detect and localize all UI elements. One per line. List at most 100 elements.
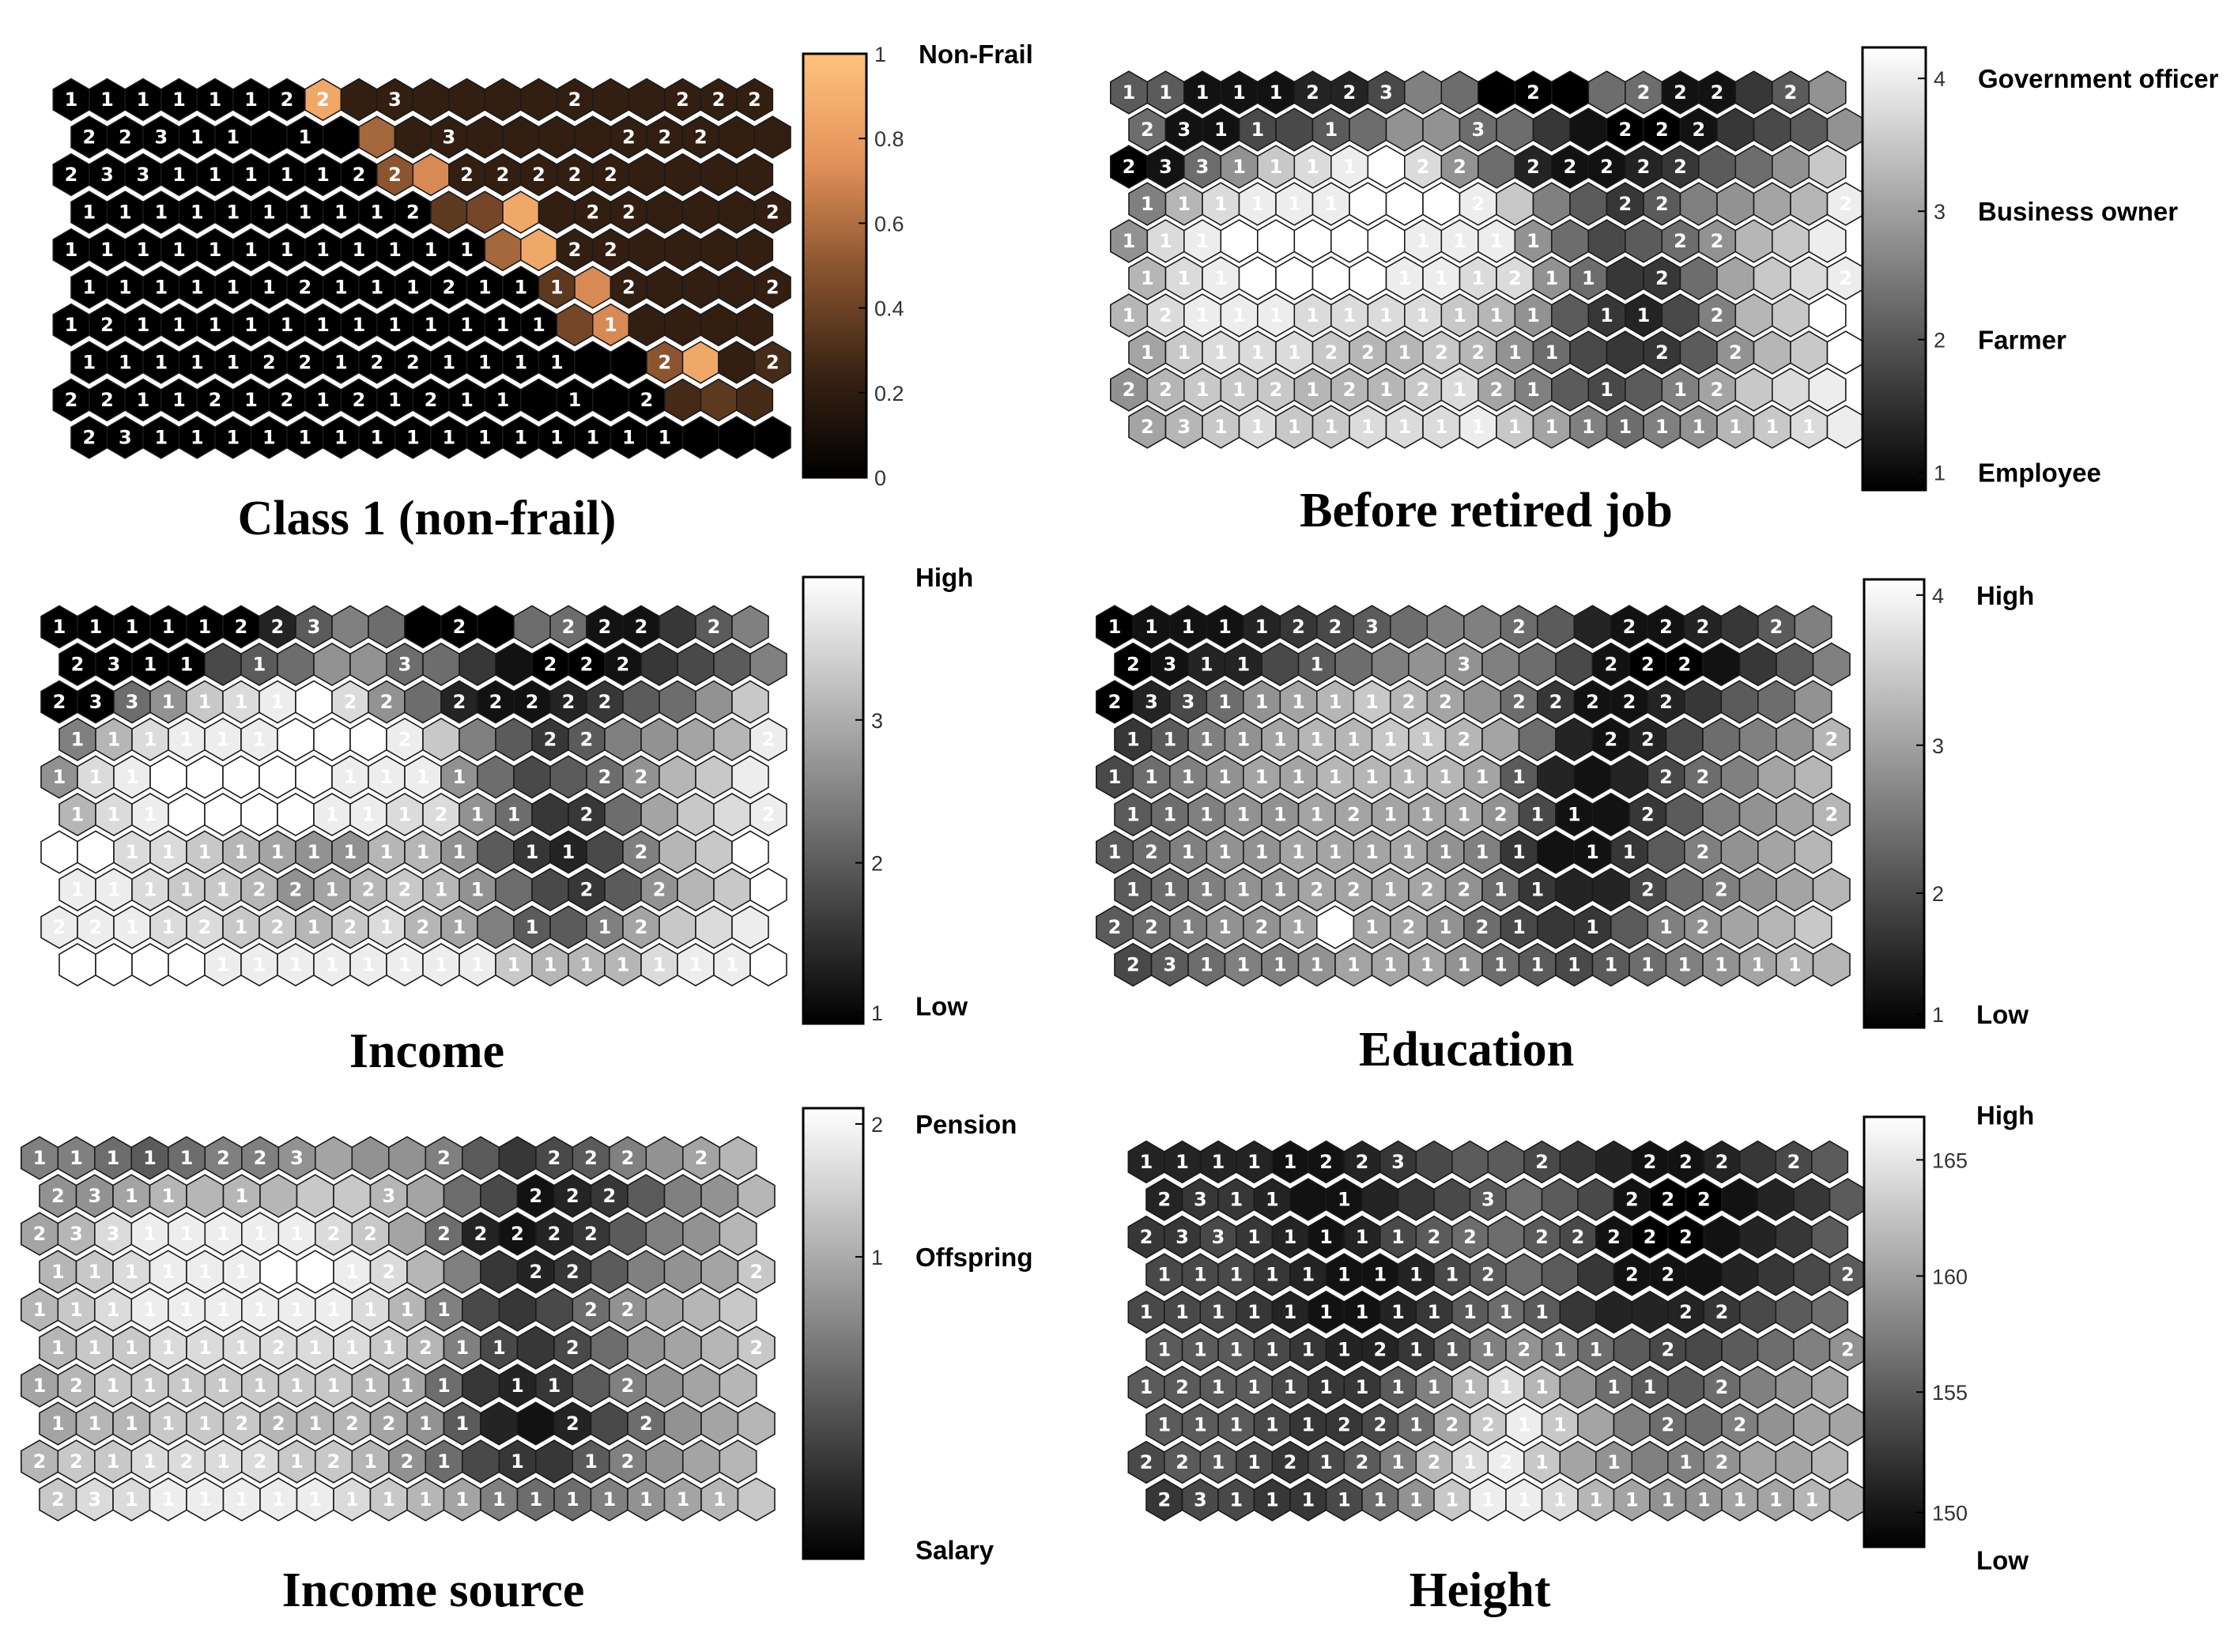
hex-hit-label: 1 (508, 804, 521, 826)
hex-hit-label: 1 (226, 202, 240, 224)
hex-cell (645, 1288, 684, 1332)
hex-hit-label: 1 (1288, 193, 1301, 215)
hex-hit-label: 2 (1535, 1226, 1549, 1248)
hex-hit-label: 1 (1535, 1451, 1549, 1473)
hex-hit-label: 1 (1697, 1489, 1711, 1511)
hex-hit-label: 1 (1500, 1301, 1513, 1323)
hex-hit-label: 2 (1641, 879, 1655, 901)
hex-hit-label: 1 (1545, 416, 1558, 438)
hex-hit-label: 1 (1568, 804, 1581, 826)
hex-hit-label: 1 (1319, 1226, 1333, 1248)
hex-cell (484, 228, 522, 272)
hex-cell (731, 680, 769, 724)
hex-hit-label: 1 (1141, 267, 1154, 289)
hex-hit-label: 3 (1145, 691, 1158, 713)
hex-hit-label: 1 (143, 1450, 157, 1473)
hex-hit-label: 1 (226, 427, 240, 449)
hex-cell (1289, 1178, 1327, 1221)
hex-cell (549, 755, 587, 799)
hex-hit-label: 1 (1301, 1414, 1315, 1436)
hex-cell (1625, 368, 1663, 412)
hex-cell (749, 717, 787, 762)
hex-hit-label: 1 (1247, 1226, 1261, 1248)
hex-hit-label: 1 (108, 729, 121, 751)
hex-hit-label: 2 (712, 89, 726, 111)
hex-hit-label: 1 (154, 427, 168, 449)
colorbar-tick-label: 0.6 (874, 212, 904, 236)
hex-hit-label: 1 (161, 1337, 175, 1359)
hex-cell (1720, 905, 1759, 949)
hex-hit-label: 1 (198, 1488, 212, 1511)
hex-cell (640, 642, 678, 687)
hex-cell (681, 1363, 721, 1408)
hex-cell (718, 115, 756, 159)
hex-cell (1757, 905, 1796, 949)
panel-title: Class 1 (non-frail) (238, 492, 617, 545)
hex-hit-label: 1 (1471, 416, 1485, 438)
hex-hit-label: 2 (511, 1223, 524, 1245)
hex-hit-label: 1 (298, 427, 311, 449)
hex-hit-label: 1 (191, 277, 204, 299)
hex-hit-label: 1 (1391, 1226, 1405, 1248)
hex-hit-label: 1 (53, 841, 66, 863)
hex-hit-label: 1 (1157, 1339, 1171, 1361)
hex-cell (753, 190, 791, 234)
hex-hit-label: 1 (514, 427, 527, 449)
hex-hit-label: 1 (1428, 1301, 1441, 1323)
hex-cell (1734, 219, 1773, 263)
hex-cell (622, 680, 660, 724)
hex-hit-label: 2 (604, 239, 617, 261)
hex-hit-label: 2 (1428, 1451, 1441, 1473)
hex-cell (459, 642, 496, 687)
hex-cell (681, 1212, 721, 1256)
hex-cell (1481, 642, 1520, 687)
hex-hit-label: 1 (1274, 804, 1287, 826)
hex-hit-label: 1 (1343, 304, 1357, 326)
hex-hit-label: 1 (1481, 1339, 1495, 1361)
hex-cell (1702, 717, 1741, 762)
hex-hit-label: 2 (453, 691, 466, 713)
hex-hit-label: 1 (1463, 1301, 1477, 1323)
hex-hit-label: 2 (1373, 1414, 1387, 1436)
hex-hit-label: 1 (1391, 1376, 1405, 1398)
hex-hit-label: 2 (604, 164, 617, 186)
hex-hit-label: 1 (143, 1375, 157, 1397)
hex-hit-label: 1 (1194, 1339, 1207, 1361)
hex-cell (627, 1250, 666, 1294)
hex-cell (1738, 792, 1777, 837)
hex-hit-label: 1 (713, 1488, 727, 1511)
hex-cell (461, 1439, 500, 1484)
hex-hit-label: 2 (209, 389, 222, 411)
hex-hit-label: 1 (1365, 766, 1379, 788)
hex-hit-label: 2 (762, 729, 776, 751)
colorbar-category-label: Low (915, 991, 968, 1020)
colorbar-category-label: High (1976, 1100, 2034, 1130)
hex-hit-label: 1 (33, 1375, 47, 1397)
hex-hit-label: 1 (198, 841, 212, 863)
hex-hit-label: 1 (345, 1488, 359, 1511)
colorbar-tick-label: 2 (1932, 882, 1944, 906)
hex-hit-label: 1 (1274, 729, 1287, 751)
hex-cell (1591, 867, 1630, 912)
hex-cell (659, 830, 696, 874)
hex-hit-label: 1 (401, 1299, 414, 1321)
hex-hit-label: 1 (1553, 1414, 1567, 1436)
hex-cell (368, 605, 406, 649)
hex-cell (516, 1326, 555, 1370)
hex-cell (1772, 368, 1810, 412)
colorbar-tick-label: 0.8 (874, 127, 904, 151)
hex-cell (1790, 256, 1829, 300)
hex-hit-label: 1 (493, 1488, 506, 1511)
hex-hit-label: 2 (1715, 879, 1728, 901)
hex-hit-label: 1 (316, 389, 330, 411)
hex-hit-label: 2 (562, 691, 576, 713)
hex-hit-label: 1 (1159, 81, 1172, 104)
hex-cell (659, 905, 696, 949)
hex-hit-label: 1 (1214, 416, 1228, 438)
hex-cell (466, 115, 504, 159)
hex-hit-label: 1 (460, 389, 474, 411)
hex-hit-label: 2 (748, 89, 761, 111)
hex-hit-label: 1 (1127, 879, 1140, 901)
hex-cell (1665, 867, 1704, 912)
hex-cell (1776, 867, 1814, 912)
